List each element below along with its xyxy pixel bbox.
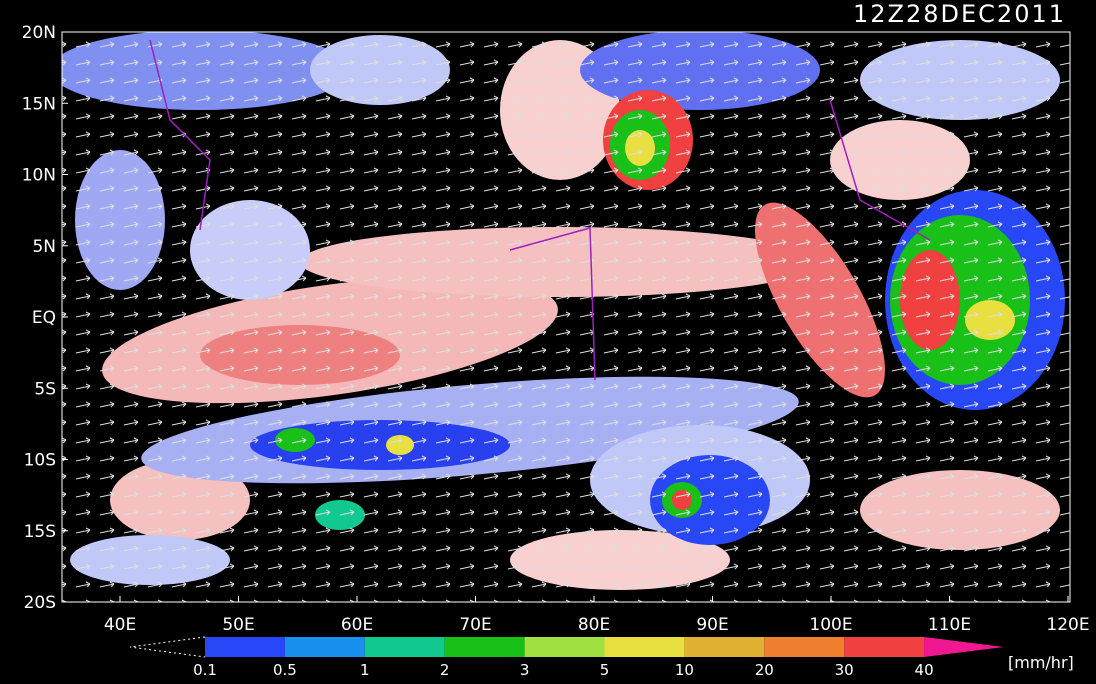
lat-label: 5N [32,237,56,257]
colorbar-label: 3 [520,661,530,679]
lon-label: 40E [104,615,136,635]
lat-label: 10N [22,166,56,186]
colorbar-segment [524,637,605,657]
lon-label: 100E [809,615,852,635]
lat-label: 20S [24,593,56,613]
lat-label: 10S [24,451,56,471]
colorbar-segment [604,637,685,657]
colorbar-label: 0.5 [273,661,297,679]
lat-label: EQ [32,308,56,328]
lon-label: 110E [928,615,971,635]
colorbar-unit: [mm/hr] [1008,653,1074,672]
lat-label: 20N [22,23,56,43]
colorbar-segment [684,637,765,657]
lon-label: 90E [696,615,728,635]
colorbar-segment [364,637,445,657]
lat-label: 15N [22,94,56,114]
colorbar-label: 20 [755,661,774,679]
colorbar-segment [844,637,925,657]
lat-label: 5S [34,379,56,399]
title: 12Z28DEC2011 [853,0,1066,28]
colorbar-segment [205,637,285,657]
lon-label: 120E [1046,615,1089,635]
colorbar-segment [764,637,845,657]
map-field [62,32,1070,602]
colorbar-label: 2 [440,661,450,679]
colorbar-under [129,636,206,658]
colorbar-label: 5 [600,661,610,679]
lat-label: 15S [24,522,56,542]
lon-label: 50E [222,615,254,635]
colorbar-label: 40 [915,661,934,679]
colorbar-segment [284,637,365,657]
colorbar-label: 1 [360,661,370,679]
lon-label: 70E [459,615,491,635]
lon-label: 60E [341,615,373,635]
colorbar-label: 30 [835,661,854,679]
colorbar-label: 0.1 [193,661,217,679]
colorbar-segment [444,637,525,657]
lon-label: 80E [578,615,610,635]
colorbar-label: 10 [675,661,694,679]
colorbar-over [924,637,1004,657]
